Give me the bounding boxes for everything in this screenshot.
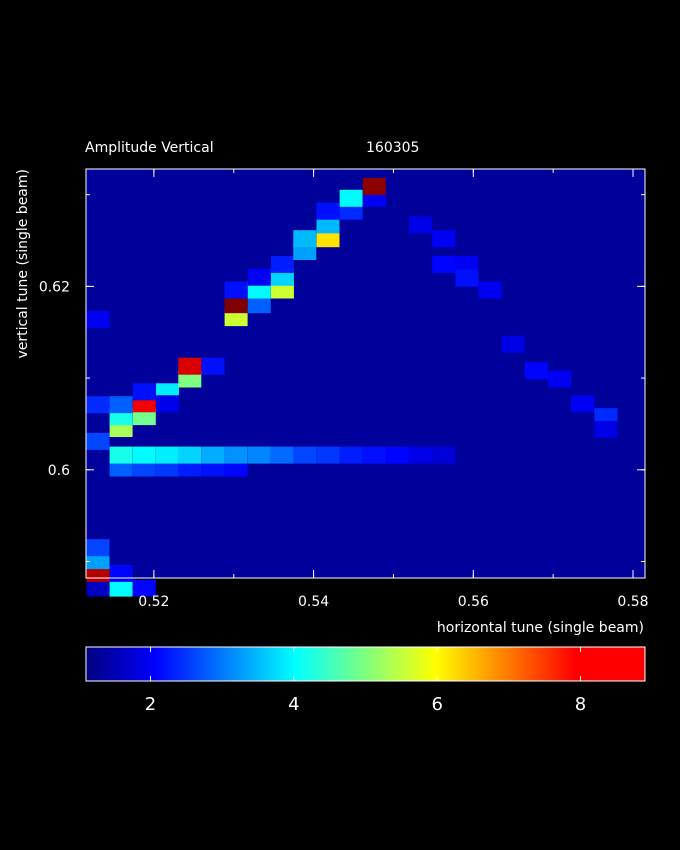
x-tick-label: 0.54	[298, 594, 329, 610]
heatmap-cell	[247, 268, 271, 286]
heatmap-cell	[270, 446, 294, 464]
heatmap-cell	[524, 362, 548, 380]
heatmap-cell	[224, 459, 248, 477]
chart-title: Amplitude Vertical	[85, 140, 214, 156]
heatmap-cell	[224, 296, 248, 314]
heatmap-cell	[178, 357, 202, 375]
heatmap-cell	[362, 446, 386, 464]
y-tick-label: 0.6	[48, 463, 70, 479]
heatmap-cell	[247, 296, 271, 314]
heatmap-cell	[156, 395, 179, 413]
heatmap-cell	[316, 202, 340, 220]
heatmap-cell	[224, 281, 248, 299]
heatmap-cell	[132, 459, 156, 477]
heatmap-cell	[501, 335, 525, 353]
heatmap-cell	[432, 446, 456, 464]
heatmap-cell	[478, 281, 502, 299]
x-tick-label: 0.58	[617, 594, 648, 610]
heatmap-cell	[86, 539, 110, 557]
heatmap-cells	[86, 169, 645, 597]
heatmap-cell	[109, 446, 133, 464]
colorbar-tick-label: 6	[431, 694, 442, 715]
heatmap-cell	[132, 408, 156, 426]
heatmap-cell	[293, 446, 317, 464]
y-axis-label: vertical tune (single beam)	[15, 169, 31, 359]
heatmap-cell	[109, 564, 133, 582]
heatmap-cell	[293, 230, 317, 248]
heatmap-cell	[594, 420, 618, 438]
plot-frame	[85, 168, 646, 579]
heatmap-cell	[109, 579, 133, 597]
colorbar-ticks: 2 4 6 8	[145, 647, 586, 715]
heatmap-cell	[156, 446, 179, 464]
heatmap-cell	[132, 579, 156, 597]
heatmap-cell	[293, 243, 317, 260]
heatmap-cell	[316, 446, 340, 464]
heatmap-cell	[339, 202, 363, 220]
heatmap-cell	[201, 446, 225, 464]
heatmap-cell	[316, 216, 340, 234]
heatmap-cell	[270, 281, 294, 299]
x-tick-label: 0.52	[138, 594, 169, 610]
colorbar-tick-label: 4	[288, 694, 299, 715]
heatmap-cell	[339, 446, 363, 464]
heatmap-cell	[548, 370, 572, 388]
heatmap-cell	[316, 230, 340, 248]
heatmap-cell	[156, 459, 179, 477]
y-tick-label: 0.62	[39, 279, 70, 295]
heatmap-cell	[339, 189, 363, 207]
heatmap-cell	[270, 268, 294, 286]
heatmap-cell	[224, 309, 248, 327]
heatmap-cell	[178, 370, 202, 388]
colorbar	[85, 646, 646, 682]
heatmap-cell	[132, 446, 156, 464]
heatmap-cell	[86, 396, 110, 414]
x-axis-label: horizontal tune (single beam)	[437, 620, 644, 636]
colorbar-tick-label: 2	[145, 694, 156, 715]
heatmap-cell	[178, 459, 202, 477]
axis-ticks: 0.52 0.54 0.56 0.58 0.6 0.62	[39, 169, 649, 610]
heatmap-cell	[270, 255, 294, 273]
heatmap-cell	[86, 432, 110, 450]
heatmap-cell	[594, 408, 618, 426]
x-tick-label: 0.56	[458, 594, 489, 610]
heatmap-cell	[86, 552, 110, 570]
run-id-label: 160305	[366, 140, 419, 156]
heatmap-cell	[247, 281, 271, 299]
colorbar-tick-label: 8	[575, 694, 586, 715]
heatmap-cell	[201, 357, 225, 375]
heatmap-cell	[86, 310, 110, 328]
heatmap-cell	[455, 269, 479, 287]
heatmap-cell	[132, 383, 156, 401]
heatmap-cell	[362, 177, 386, 195]
heatmap-cell	[178, 446, 202, 464]
heatmap-cell	[432, 255, 456, 273]
heatmap-cell	[455, 255, 479, 273]
heatmap-cell	[409, 446, 433, 464]
heatmap-cell	[385, 446, 409, 464]
heatmap-cell	[109, 459, 133, 477]
heatmap-cell	[432, 230, 456, 248]
heatmap-cell	[201, 459, 225, 477]
heatmap-cell	[409, 216, 433, 234]
heatmap-cell	[224, 446, 248, 464]
heatmap-cell	[247, 446, 271, 464]
heatmap-cell	[86, 579, 110, 597]
heatmap-cell	[109, 396, 133, 414]
heatmap-cell	[571, 395, 595, 413]
